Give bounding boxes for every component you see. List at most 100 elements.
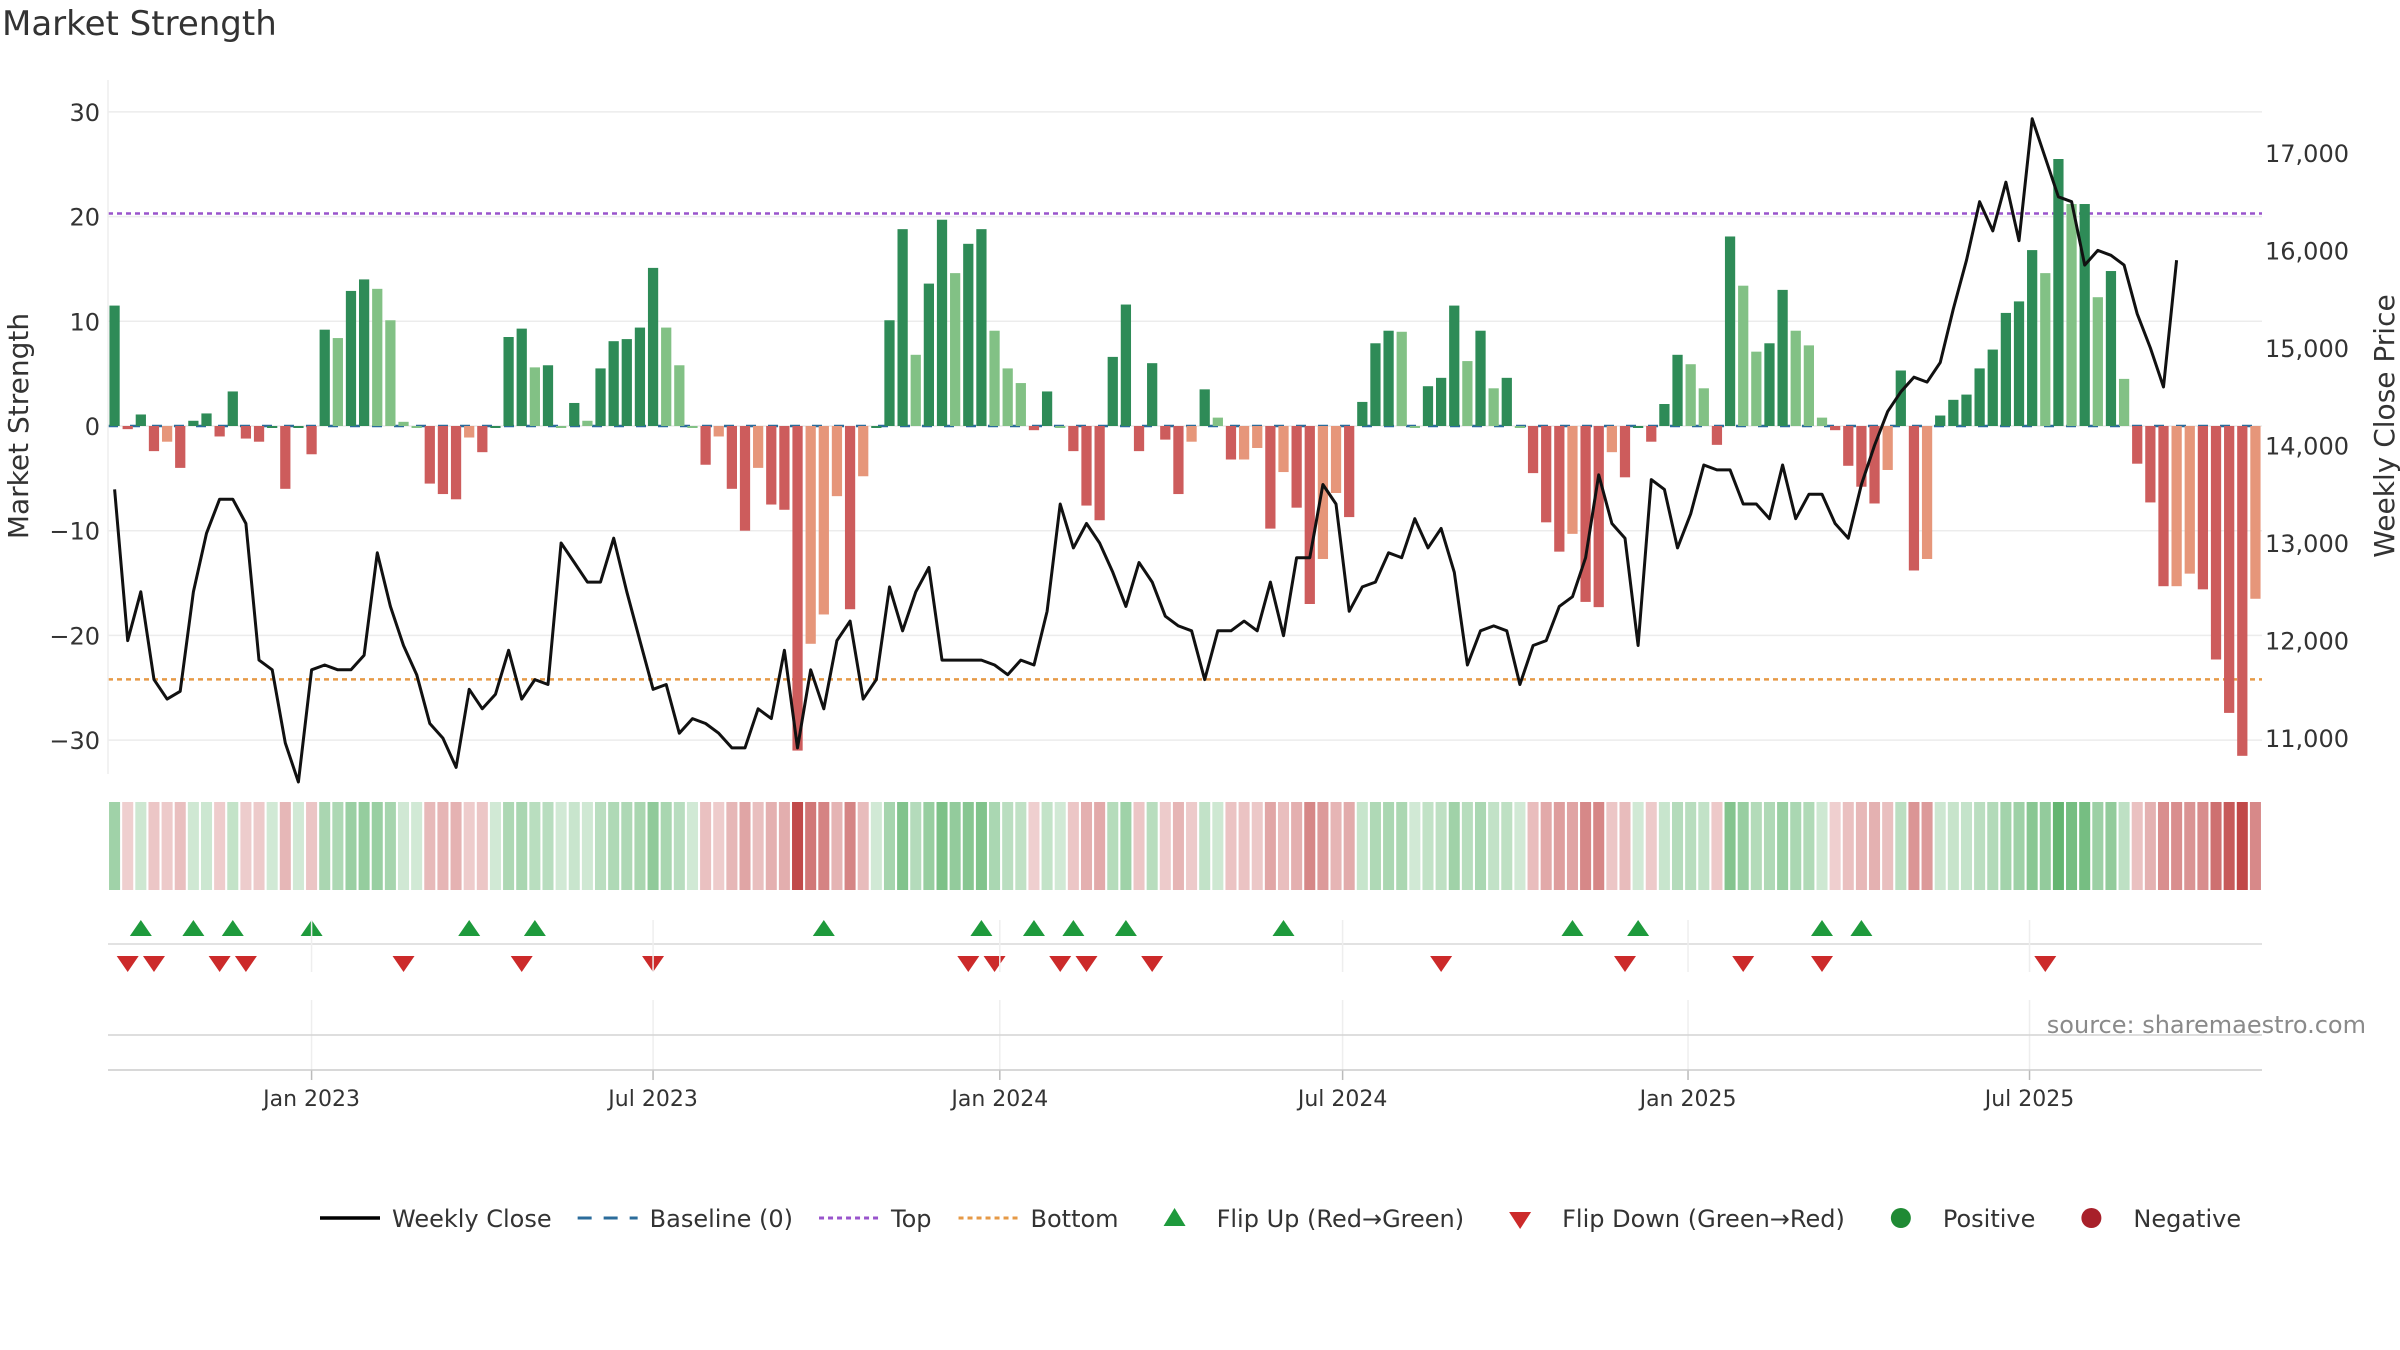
flip-up-marker [1114, 920, 1137, 936]
strength-bar [753, 426, 764, 468]
strength-bar [1921, 426, 1933, 559]
strength-bar [1816, 417, 1828, 426]
flip-down-marker [1430, 956, 1453, 972]
heat-cell [686, 802, 698, 890]
flip-down-marker [1811, 956, 1834, 972]
heat-cell [962, 802, 974, 890]
heat-cell [1501, 802, 1513, 890]
heat-cell [1842, 802, 1854, 890]
legend-item: Top [819, 1205, 932, 1233]
flip-down-marker [1732, 956, 1755, 972]
heat-cell [489, 802, 501, 890]
flip-up-marker [221, 920, 244, 936]
heat-cell [2236, 802, 2248, 890]
heat-cell [765, 802, 777, 890]
heat-cell [1921, 802, 1933, 890]
flip-down-marker [2034, 956, 2057, 972]
legend-label: Flip Up (Red→Green) [1217, 1205, 1465, 1233]
strength-bar [1396, 331, 1407, 426]
flip-up-marker [182, 920, 205, 936]
heat-cell [1094, 802, 1106, 890]
legend-label: Baseline (0) [650, 1205, 793, 1233]
heat-cell [306, 802, 318, 890]
y2-tick-label: 12,000 [2265, 628, 2349, 656]
heat-cell [1369, 802, 1381, 890]
heat-cell [1277, 802, 1290, 890]
heat-cell [673, 802, 685, 890]
heat-cell [1475, 802, 1487, 890]
heat-cell [647, 802, 659, 890]
heat-cell [1238, 802, 1250, 890]
heat-cell [1987, 802, 1999, 890]
heat-cell [831, 802, 843, 890]
strength-bar [989, 330, 1000, 426]
x-tick-label: Jan 2024 [949, 1087, 1048, 1112]
heat-cell [148, 802, 160, 890]
heat-cell [1527, 802, 1539, 890]
strength-bar [884, 320, 895, 426]
heat-strip [109, 802, 2261, 890]
legend-label: Negative [2133, 1205, 2241, 1233]
heat-cell [726, 802, 738, 890]
heat-cell [1593, 802, 1605, 890]
strength-bar [1856, 426, 1867, 487]
strength-bar [464, 426, 475, 438]
strength-bar [1409, 426, 1420, 428]
strength-bar [1488, 388, 1499, 426]
heat-cell [700, 802, 712, 890]
strength-bar [2158, 426, 2169, 587]
flip-up-marker [1561, 920, 1584, 936]
heat-cell [2079, 802, 2091, 890]
strength-bar [201, 413, 212, 426]
flip-down-marker [1075, 956, 1098, 972]
y-tick-label: 10 [69, 308, 100, 336]
heat-cell [476, 802, 488, 890]
strength-bar [1462, 361, 1473, 426]
flip-up-marker [1627, 920, 1650, 936]
strength-bar [1724, 236, 1736, 426]
legend-label: Bottom [1031, 1205, 1119, 1233]
strength-bar [1475, 330, 1486, 426]
strength-bar [1330, 426, 1342, 494]
heat-cell [516, 802, 528, 890]
strength-bar [1435, 377, 1447, 426]
y2-tick-label: 16,000 [2265, 237, 2349, 265]
strength-bar [1238, 426, 1250, 460]
strength-bar [1567, 426, 1578, 534]
heat-cell [857, 802, 869, 890]
strength-bar [1094, 426, 1105, 521]
strength-bar [1068, 426, 1079, 452]
strength-bar [1606, 426, 1617, 453]
strength-bar [1593, 426, 1604, 608]
flip-up-marker [1272, 920, 1295, 936]
heat-cell [1186, 802, 1198, 890]
heat-cell [1028, 802, 1040, 890]
strength-bar [1304, 426, 1315, 604]
strength-bar [135, 414, 146, 426]
strength-bar [2171, 426, 2182, 587]
strength-bar [1015, 383, 1026, 426]
strength-bar [1028, 426, 1040, 431]
heat-cell [1829, 802, 1841, 890]
heat-cell [739, 802, 751, 890]
heat-cell [398, 802, 410, 890]
strength-bar [529, 367, 540, 426]
heat-cell [2171, 802, 2183, 890]
strength-bar [1974, 368, 1985, 426]
flip-up-marker [458, 920, 481, 936]
strength-bar [1081, 426, 1092, 506]
heat-cell [1540, 802, 1552, 890]
strength-bar [214, 426, 225, 437]
heat-cell [1737, 802, 1749, 890]
strength-bar [161, 426, 173, 442]
heat-cell [2197, 802, 2209, 890]
strength-bar [2197, 426, 2209, 590]
price-line-layer [113, 117, 2179, 784]
legend-item: Flip Down (Green→Red) [1509, 1205, 1845, 1233]
strength-bar [1541, 426, 1552, 523]
strength-bar [897, 229, 908, 426]
heat-cell [555, 802, 567, 890]
strength-bar [542, 365, 554, 426]
legend-triangle-up-icon [1163, 1208, 1186, 1226]
heat-cell [1225, 802, 1237, 890]
